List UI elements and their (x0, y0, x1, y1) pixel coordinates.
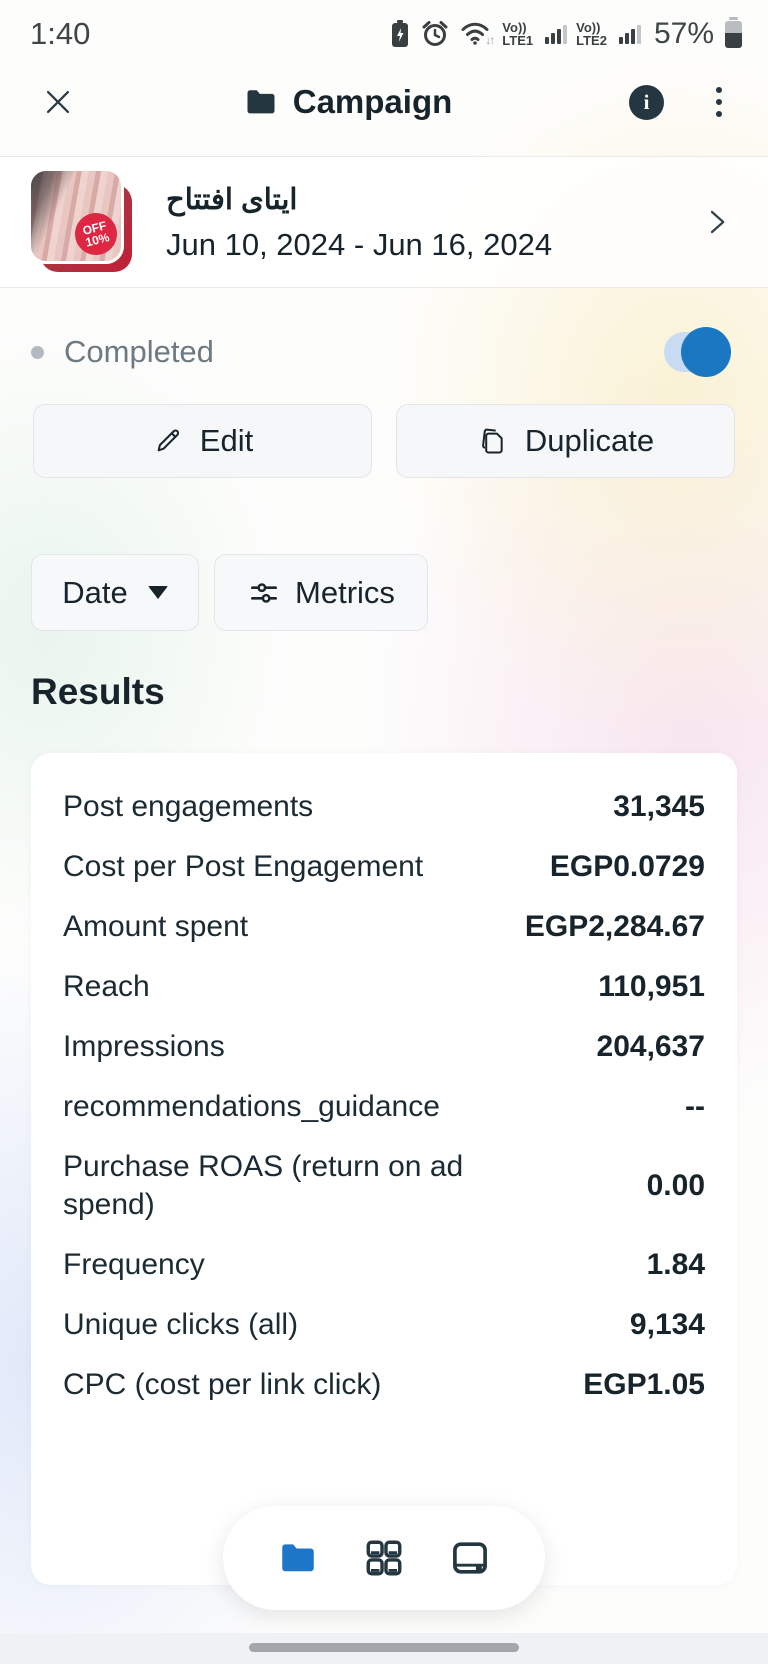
metric-value: EGP0.0729 (549, 850, 705, 883)
pencil-icon (152, 425, 184, 457)
campaign-thumbnail: OFF 10% (28, 168, 132, 272)
metric-value: 110,951 (598, 970, 705, 1003)
status-dot-icon (31, 345, 44, 359)
campaign-date-range: Jun 10, 2024 - Jun 16, 2024 (166, 226, 553, 262)
metric-value: 204,637 (596, 1030, 705, 1063)
metric-label: Cost per Post Engagement (63, 850, 424, 883)
duplicate-button-label: Duplicate (524, 423, 655, 458)
metric-value: EGP1.05 (583, 1368, 705, 1401)
metric-value: 1.84 (646, 1248, 705, 1281)
discount-badge: OFF 10% (70, 208, 121, 260)
signal-bars-2-icon (618, 24, 641, 44)
page-title: Campaign (292, 83, 453, 120)
metric-label: Frequency (63, 1248, 205, 1281)
copy-icon (477, 425, 509, 457)
edit-button[interactable]: Edit (33, 404, 372, 478)
metrics-filter-label: Metrics (295, 574, 395, 610)
metric-label: Purchase ROAS (return on ad spend) (63, 1150, 464, 1221)
duplicate-button[interactable]: Duplicate (396, 404, 735, 478)
sliders-icon (247, 576, 281, 610)
metric-row: Post engagements 31,345 (63, 777, 705, 837)
metric-row: Amount spent EGP2,284.67 (63, 897, 705, 957)
metric-label: Unique clicks (all) (63, 1308, 299, 1341)
signal-bars-1-icon (545, 24, 568, 44)
campaign-name: ايتاى افتتاح (166, 183, 298, 216)
metric-label: Reach (63, 970, 150, 1003)
close-button[interactable] (40, 84, 76, 120)
metric-label: Amount spent (63, 910, 249, 943)
overflow-menu-button[interactable] (716, 87, 722, 117)
status-bar: 1:40 ↓↑ Vo)) LTE1 Vo)) LTE2 57% (0, 0, 768, 62)
metric-row: Purchase ROAS (return on ad spend) 0.00 (63, 1137, 705, 1235)
alarm-icon (420, 19, 450, 49)
metrics-filter-button[interactable]: Metrics (214, 554, 428, 631)
battery-saver-icon (389, 19, 411, 49)
nav-grid-icon[interactable] (362, 1536, 406, 1580)
campaign-state-row: Completed (0, 327, 768, 377)
chevron-right-icon (702, 205, 732, 239)
results-table: Post engagements 31,345 Cost per Post En… (31, 753, 737, 1585)
home-indicator[interactable] (249, 1643, 519, 1652)
folder-icon (243, 84, 279, 120)
wifi-icon: ↓↑ (459, 19, 495, 49)
wifi-traffic-arrows: ↓↑ (485, 33, 495, 47)
nav-campaigns-folder-icon[interactable] (276, 1536, 320, 1580)
battery-icon (725, 16, 742, 48)
header: Campaign i (0, 62, 768, 142)
date-filter-button[interactable]: Date (31, 554, 199, 631)
metric-value: EGP2,284.67 (524, 910, 705, 943)
metric-row: Impressions 204,637 (63, 1017, 705, 1077)
metric-row: Unique clicks (all) 9,134 (63, 1295, 705, 1355)
metric-row: Reach 110,951 (63, 957, 705, 1017)
metric-row: Frequency 1.84 (63, 1235, 705, 1295)
system-nav-area (0, 1633, 768, 1664)
metric-row: recommendations_guidance -- (63, 1077, 705, 1137)
metric-label: CPC (cost per link click) (63, 1368, 382, 1401)
battery-percent: 57% (653, 17, 714, 50)
edit-button-label: Edit (199, 423, 254, 458)
metric-value: -- (685, 1090, 705, 1123)
metric-value: 0.00 (646, 1169, 705, 1202)
metric-label: Post engagements (63, 790, 314, 823)
status-label: Completed (64, 334, 214, 369)
metric-label: Impressions (63, 1030, 225, 1063)
active-toggle[interactable] (664, 327, 731, 377)
chevron-down-icon (147, 586, 168, 599)
results-heading: Results (31, 671, 165, 712)
bottom-nav (223, 1506, 545, 1610)
metric-row: Cost per Post Engagement EGP0.0729 (63, 837, 705, 897)
metric-value: 31,345 (613, 790, 705, 823)
network-lte2-label: Vo)) LTE2 (576, 20, 607, 48)
metric-row: CPC (cost per link click) EGP1.05 (63, 1355, 705, 1415)
clock-time: 1:40 (30, 16, 91, 51)
metric-value: 9,134 (629, 1308, 705, 1341)
network-lte1-label: Vo)) LTE1 (502, 20, 534, 48)
date-filter-label: Date (62, 574, 128, 610)
metric-label: recommendations_guidance (63, 1090, 440, 1123)
nav-device-icon[interactable] (448, 1536, 492, 1580)
info-button[interactable]: i (629, 84, 664, 120)
campaign-row[interactable]: OFF 10% ايتاى افتتاح Jun 10, 2024 - Jun … (0, 156, 768, 288)
